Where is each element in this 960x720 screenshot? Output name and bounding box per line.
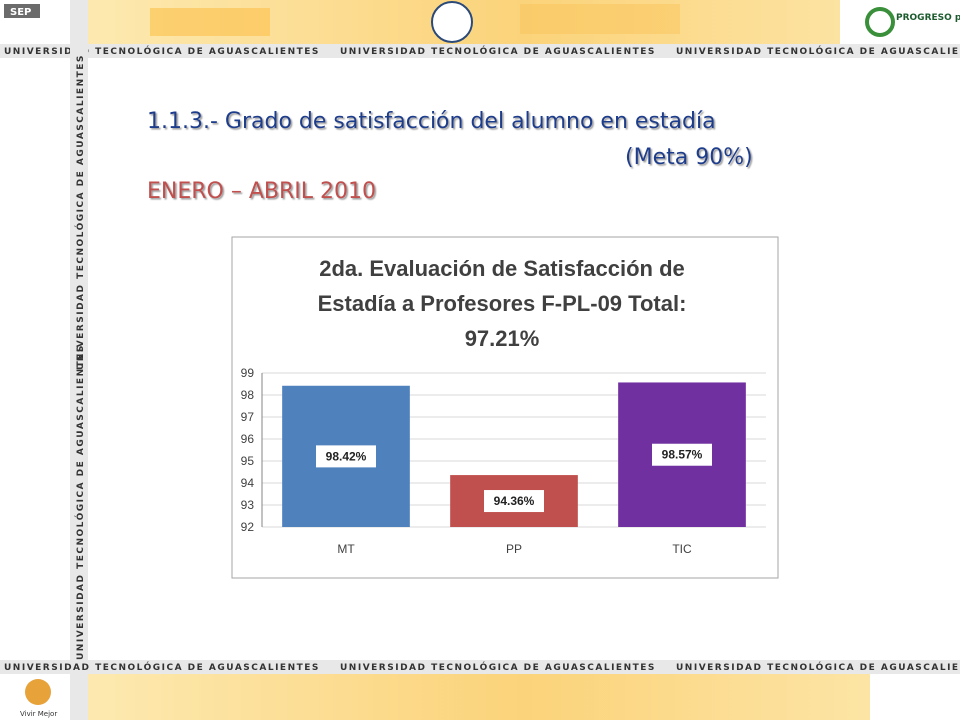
y-tick-label: 92 [241, 520, 255, 534]
slide-goal: (Meta 90%) [625, 145, 753, 170]
data-label: 98.57% [662, 448, 703, 462]
banner-text: UNIVERSIDAD TECNOLÓGICA DE AGUASCALIENTE… [74, 54, 86, 370]
banner-strip [0, 660, 960, 674]
data-label: 94.36% [494, 494, 535, 508]
x-tick-label: PP [506, 542, 522, 556]
y-tick-label: 93 [241, 498, 255, 512]
slide-period: ENERO – ABRIL 2010 [147, 179, 376, 204]
bottom-banner [88, 674, 960, 720]
logo-area [870, 674, 960, 720]
y-tick-label: 99 [241, 366, 255, 380]
banner-strip [0, 44, 960, 58]
chart-title: 97.21% [465, 326, 540, 351]
y-tick-label: 95 [241, 454, 255, 468]
left-strip [70, 0, 88, 720]
data-label-box [652, 443, 712, 466]
sep-logo [4, 4, 40, 18]
y-tick-label: 94 [241, 476, 255, 490]
logo-area [840, 0, 960, 44]
progreso-logo [865, 7, 895, 37]
vivir-text: Vivir Mejor [20, 710, 57, 718]
decor [520, 4, 680, 34]
sep-text: SEP [10, 7, 31, 18]
chart-title: Estadía a Profesores F-PL-09 Total: [318, 291, 687, 316]
data-label: 98.42% [326, 449, 367, 463]
vivir-logo [25, 679, 51, 705]
progreso-text: PROGRESO para todos [896, 13, 960, 23]
banner-text: UNIVERSIDAD TECNOLÓGICA DE AGUASCALIENTE… [676, 661, 960, 673]
chart: 2da. Evaluación de Satisfacción de Estadí… [241, 256, 766, 556]
data-label-box [484, 490, 544, 513]
banner-text: UNIVERSIDAD TECNOLÓGICA DE AGUASCALIENTE… [340, 661, 656, 673]
data-label-box [316, 445, 376, 468]
slide-title: 1.1.3.- Grado de satisfacción del alumno… [147, 109, 716, 134]
x-tick-label: MT [337, 542, 355, 556]
x-tick-label: TIC [672, 542, 692, 556]
chart-title: 2da. Evaluación de Satisfacción de [319, 256, 685, 281]
banner-text: UNIVERSIDAD TECNOLÓGICA DE AGUASCALIENTE… [4, 45, 320, 57]
banner-text: UNIVERSIDAD TECNOLÓGICA DE AGUASCALIENTE… [340, 45, 656, 57]
banner-text: UNIVERSIDAD TECNOLÓGICA DE AGUASCALIENTE… [4, 661, 320, 673]
decor [150, 8, 270, 36]
y-tick-label: 97 [241, 410, 255, 424]
banner-text: UNIVERSIDAD TECNOLÓGICA DE AGUASCALIENTE… [74, 344, 86, 660]
ut-logo [431, 1, 473, 43]
y-tick-label: 96 [241, 432, 255, 446]
y-tick-label: 98 [241, 388, 255, 402]
banner-text: UNIVERSIDAD TECNOLÓGICA DE AGUASCALIENTE… [676, 45, 960, 57]
